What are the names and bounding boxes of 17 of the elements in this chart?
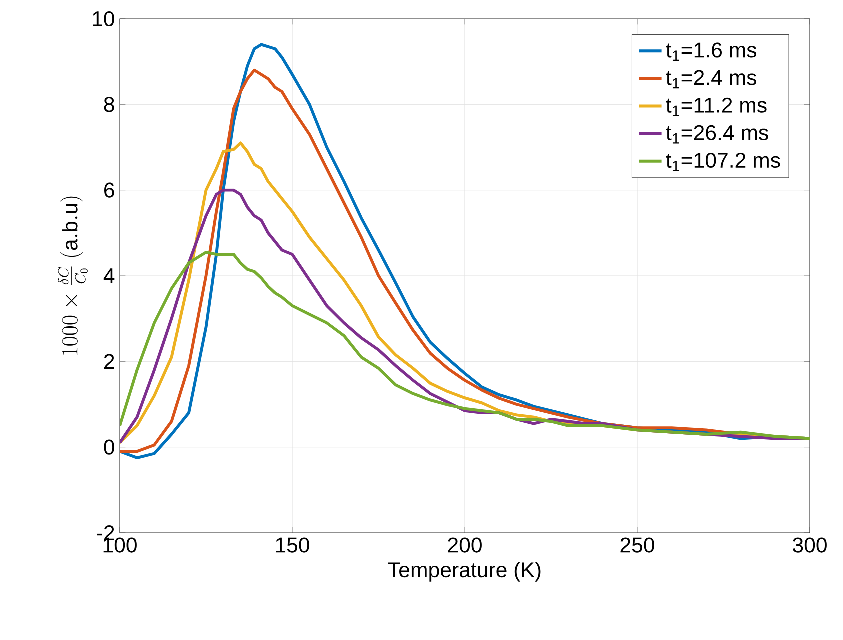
y-axis-title: $1000 \times \frac{\delta C}{C_0}\ \mathrm{(a.b.u)}$ [58,196,88,356]
y-tick-label: 6 [104,182,114,198]
x-axis-title: Temperature (K) [388,562,541,582]
legend-label: t$_{1}$=1.6 ms [666,42,757,62]
legend-label: t$_{1}$=26.4 ms [666,125,768,144]
y-tick-label: 8 [104,97,114,112]
y-tick-label: 0 [104,440,114,455]
legend-label: t$_{1}$=11.2 ms [666,98,767,116]
x-tick-label: 150 [276,538,310,553]
legend-label: t$_{1}$=2.4 ms [666,70,757,89]
x-tick-label: 300 [793,538,827,553]
x-tick-label: 200 [448,538,482,553]
y-tick-label: 10 [93,11,114,27]
y-tick-label: 4 [104,268,115,284]
x-tick-label: 250 [620,538,654,553]
y-tick-label: 2 [104,354,114,370]
legend-label: t$_{1}$=107.2 ms [666,152,780,172]
